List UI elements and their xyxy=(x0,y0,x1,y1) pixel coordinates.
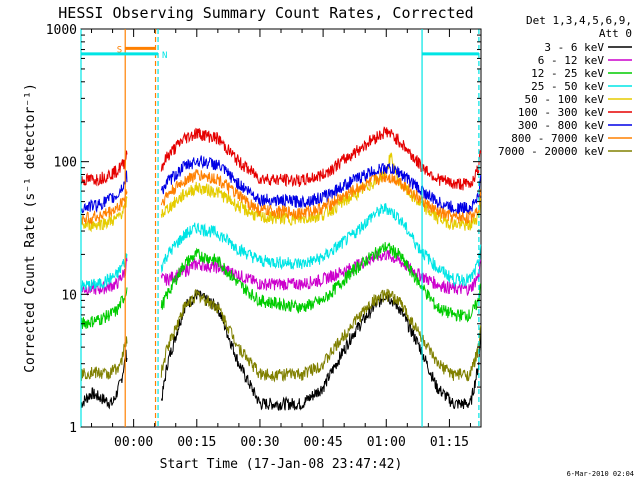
y-tick-label: 10 xyxy=(61,288,77,303)
plot-area xyxy=(80,28,482,428)
x-tick-label: 00:45 xyxy=(304,435,343,450)
markers-layer: SN xyxy=(80,29,480,427)
y-tick-label: 1000 xyxy=(46,23,77,38)
x-tick-label: 00:15 xyxy=(177,435,216,450)
x-tick-label: 01:15 xyxy=(430,435,469,450)
legend-entry-label: 7000 - 20000 keV xyxy=(498,145,604,158)
y-tick-label: 1 xyxy=(69,421,77,436)
chart-title: HESSI Observing Summary Count Rates, Cor… xyxy=(58,4,473,22)
series-line xyxy=(80,155,482,215)
series-line xyxy=(80,203,482,292)
series-layer xyxy=(80,126,482,411)
x-axis-label: Start Time (17-Jan-08 23:47:42) xyxy=(160,457,403,472)
series-line xyxy=(80,169,482,226)
marker-bar-label: S xyxy=(117,45,122,55)
y-axis-label: Corrected Count Rate (s⁻¹ detector⁻¹) xyxy=(23,83,38,373)
legend-entry-label: 300 - 800 keV xyxy=(518,119,604,132)
marker-bar-label: N xyxy=(162,51,167,61)
legend-entry-label: 3 - 6 keV xyxy=(544,41,604,54)
legend-entry-label: 25 - 50 keV xyxy=(531,80,604,93)
x-tick-label: 01:00 xyxy=(367,435,406,450)
legend-header-line-1: Det 1,3,4,5,6,9, xyxy=(526,14,632,27)
series-line xyxy=(80,288,482,383)
legend-entry-label: 50 - 100 keV xyxy=(525,93,605,106)
legend-entry-label: 6 - 12 keV xyxy=(538,54,605,67)
legend-entry-label: 800 - 7000 keV xyxy=(511,132,604,145)
x-tick-label: 00:00 xyxy=(114,435,153,450)
legend-entry-label: 12 - 25 keV xyxy=(531,67,604,80)
legend-header-line-2: Att 0 xyxy=(599,27,632,40)
series-line xyxy=(80,242,481,329)
legend-entry-label: 100 - 300 keV xyxy=(518,106,604,119)
series-line xyxy=(80,126,482,191)
timestamp: 6-Mar-2010 02:04 xyxy=(567,470,634,478)
x-tick-label: 00:30 xyxy=(240,435,279,450)
plot-frame xyxy=(80,28,482,428)
axes-layer: 1 10 100 1000 00:00 00:15 00:30 00:45 01:00 01:15 xyxy=(46,23,481,450)
y-tick-label: 100 xyxy=(54,156,77,171)
